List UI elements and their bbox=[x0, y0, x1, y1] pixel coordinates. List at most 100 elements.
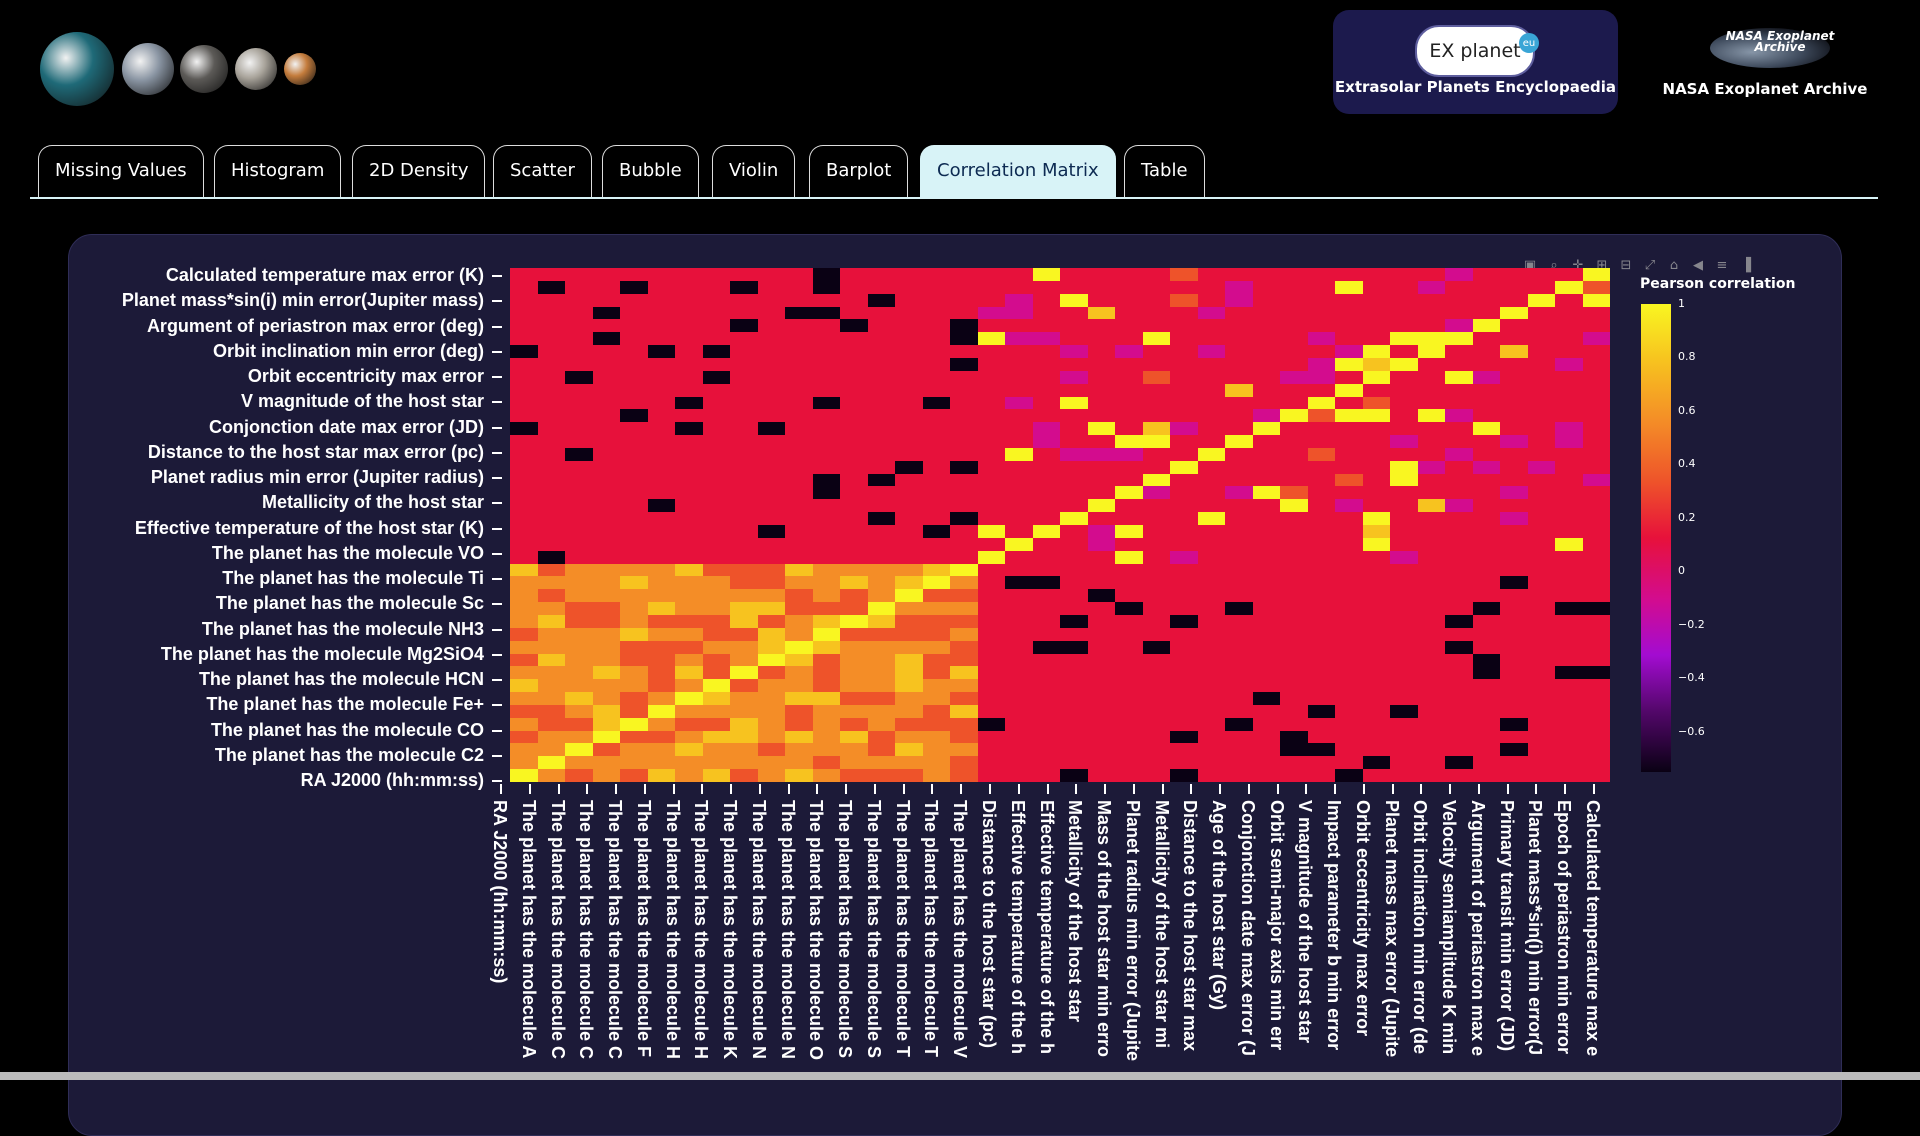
heatmap-cell bbox=[1445, 730, 1473, 744]
heatmap-cell bbox=[867, 717, 895, 731]
heatmap-cell bbox=[922, 512, 950, 525]
heatmap-cell bbox=[840, 563, 868, 577]
horizontal-scrollbar[interactable] bbox=[0, 1072, 1920, 1080]
heatmap-cell bbox=[950, 460, 978, 474]
pan-icon[interactable]: ✛ bbox=[1572, 258, 1584, 273]
heatmap-cell bbox=[977, 473, 1005, 487]
heatmap-cell bbox=[647, 756, 675, 770]
heatmap-cell bbox=[812, 460, 840, 474]
heatmap-cell bbox=[647, 409, 675, 423]
tab-histogram[interactable]: Histogram bbox=[214, 145, 342, 197]
heatmap-cell bbox=[757, 627, 785, 641]
zoom-out-icon[interactable]: ⊟ bbox=[1620, 258, 1632, 273]
heatmap-cell bbox=[537, 435, 565, 448]
heatmap-cell bbox=[1005, 499, 1033, 513]
tab-correlation-matrix[interactable]: Correlation Matrix bbox=[920, 145, 1116, 197]
heatmap-cell bbox=[592, 473, 620, 487]
heatmap-cell bbox=[1527, 499, 1555, 513]
heatmap-cell bbox=[922, 486, 950, 500]
heatmap-cell bbox=[510, 769, 538, 782]
plotly-logo-icon[interactable]: ▐ bbox=[1741, 258, 1751, 273]
heatmap-cell bbox=[1252, 460, 1280, 474]
heatmap-cell bbox=[1087, 435, 1115, 448]
home-icon[interactable]: ⌂ bbox=[1669, 258, 1679, 273]
heatmap-cell bbox=[1170, 460, 1198, 474]
tab-scatter[interactable]: Scatter bbox=[493, 145, 592, 197]
heatmap-cell bbox=[1280, 422, 1308, 436]
heatmap-cell bbox=[922, 306, 950, 320]
heatmap-cell bbox=[1170, 396, 1198, 410]
heatmap-cell bbox=[537, 460, 565, 474]
heatmap-cell bbox=[785, 512, 813, 525]
heatmap-cell bbox=[620, 704, 648, 718]
spike-lines-icon[interactable]: ◀ bbox=[1693, 258, 1703, 273]
heatmap-cell bbox=[1307, 422, 1335, 436]
x-tick-label: The planet has the molecule H bbox=[691, 800, 712, 1060]
heatmap-cell bbox=[1005, 422, 1033, 436]
heatmap-cell bbox=[1500, 473, 1528, 487]
zoom-in-icon[interactable]: ⊞ bbox=[1596, 258, 1608, 273]
heatmap-cell bbox=[1197, 756, 1225, 770]
heatmap-cell bbox=[592, 692, 620, 705]
heatmap-cell bbox=[812, 268, 840, 281]
heatmap-cell bbox=[1445, 370, 1473, 384]
heatmap-cell bbox=[1472, 769, 1500, 782]
heatmap-cell bbox=[1445, 756, 1473, 770]
heatmap-cell bbox=[702, 460, 730, 474]
heatmap-cell bbox=[510, 589, 538, 603]
hover-compare-icon[interactable]: ≡ bbox=[1716, 258, 1728, 273]
heatmap-cell bbox=[1197, 473, 1225, 487]
heatmap-cell bbox=[895, 679, 923, 693]
heatmap-cell bbox=[565, 640, 593, 654]
heatmap-cell bbox=[840, 640, 868, 654]
heatmap-cell bbox=[675, 293, 703, 307]
heatmap-cell bbox=[757, 447, 785, 461]
heatmap-cell bbox=[1060, 460, 1088, 474]
heatmap-cell bbox=[1527, 306, 1555, 320]
heatmap-cell bbox=[1417, 512, 1445, 525]
heatmap-cell bbox=[1362, 679, 1390, 693]
heatmap-cell bbox=[1197, 614, 1225, 628]
autoscale-icon[interactable]: ⤢ bbox=[1644, 258, 1656, 273]
heatmap-cell bbox=[1225, 563, 1253, 577]
heatmap-cell bbox=[1280, 679, 1308, 693]
nasa-archive-link[interactable]: NASA Exoplanet Archive NASA Exoplanet Ar… bbox=[1660, 28, 1870, 118]
heatmap-cell bbox=[840, 769, 868, 782]
heatmap-cell bbox=[620, 769, 648, 782]
heatmap-cell bbox=[1307, 589, 1335, 603]
heatmap-cell bbox=[510, 550, 538, 564]
heatmap-cell bbox=[895, 640, 923, 654]
heatmap-cell bbox=[757, 692, 785, 705]
heatmap-cell bbox=[730, 756, 758, 770]
heatmap-cell bbox=[1555, 268, 1583, 281]
heatmap-cell bbox=[1087, 589, 1115, 603]
heatmap-cell bbox=[675, 435, 703, 448]
tab-table[interactable]: Table bbox=[1124, 145, 1205, 197]
tab-missing-values[interactable]: Missing Values bbox=[38, 145, 204, 197]
colorbar bbox=[1641, 304, 1671, 772]
heatmap-cell bbox=[510, 743, 538, 757]
heatmap-cell bbox=[647, 306, 675, 320]
tab-violin[interactable]: Violin bbox=[712, 145, 796, 197]
heatmap-cell bbox=[1280, 666, 1308, 680]
heatmap-cell bbox=[1032, 627, 1060, 641]
heatmap-cell bbox=[977, 396, 1005, 410]
zoom-icon[interactable]: ⌕ bbox=[1550, 258, 1558, 273]
heatmap-cell bbox=[1362, 460, 1390, 474]
heatmap-cell bbox=[510, 409, 538, 423]
heatmap-cell bbox=[1417, 486, 1445, 500]
heatmap-cell bbox=[1060, 447, 1088, 461]
tab-barplot[interactable]: Barplot bbox=[809, 145, 909, 197]
correlation-heatmap[interactable] bbox=[510, 268, 1610, 782]
heatmap-cell bbox=[950, 743, 978, 757]
tab-2d-density[interactable]: 2D Density bbox=[352, 145, 486, 197]
heatmap-cell bbox=[785, 447, 813, 461]
heatmap-cell bbox=[1472, 550, 1500, 564]
heatmap-cell bbox=[1445, 357, 1473, 371]
heatmap-cell bbox=[1005, 743, 1033, 757]
heatmap-cell bbox=[675, 447, 703, 461]
encyclopedia-link[interactable]: EX planet eu Extrasolar Planets Encyclop… bbox=[1333, 10, 1618, 114]
tab-bubble[interactable]: Bubble bbox=[602, 145, 699, 197]
heatmap-cell bbox=[592, 602, 620, 615]
heatmap-cell bbox=[840, 460, 868, 474]
